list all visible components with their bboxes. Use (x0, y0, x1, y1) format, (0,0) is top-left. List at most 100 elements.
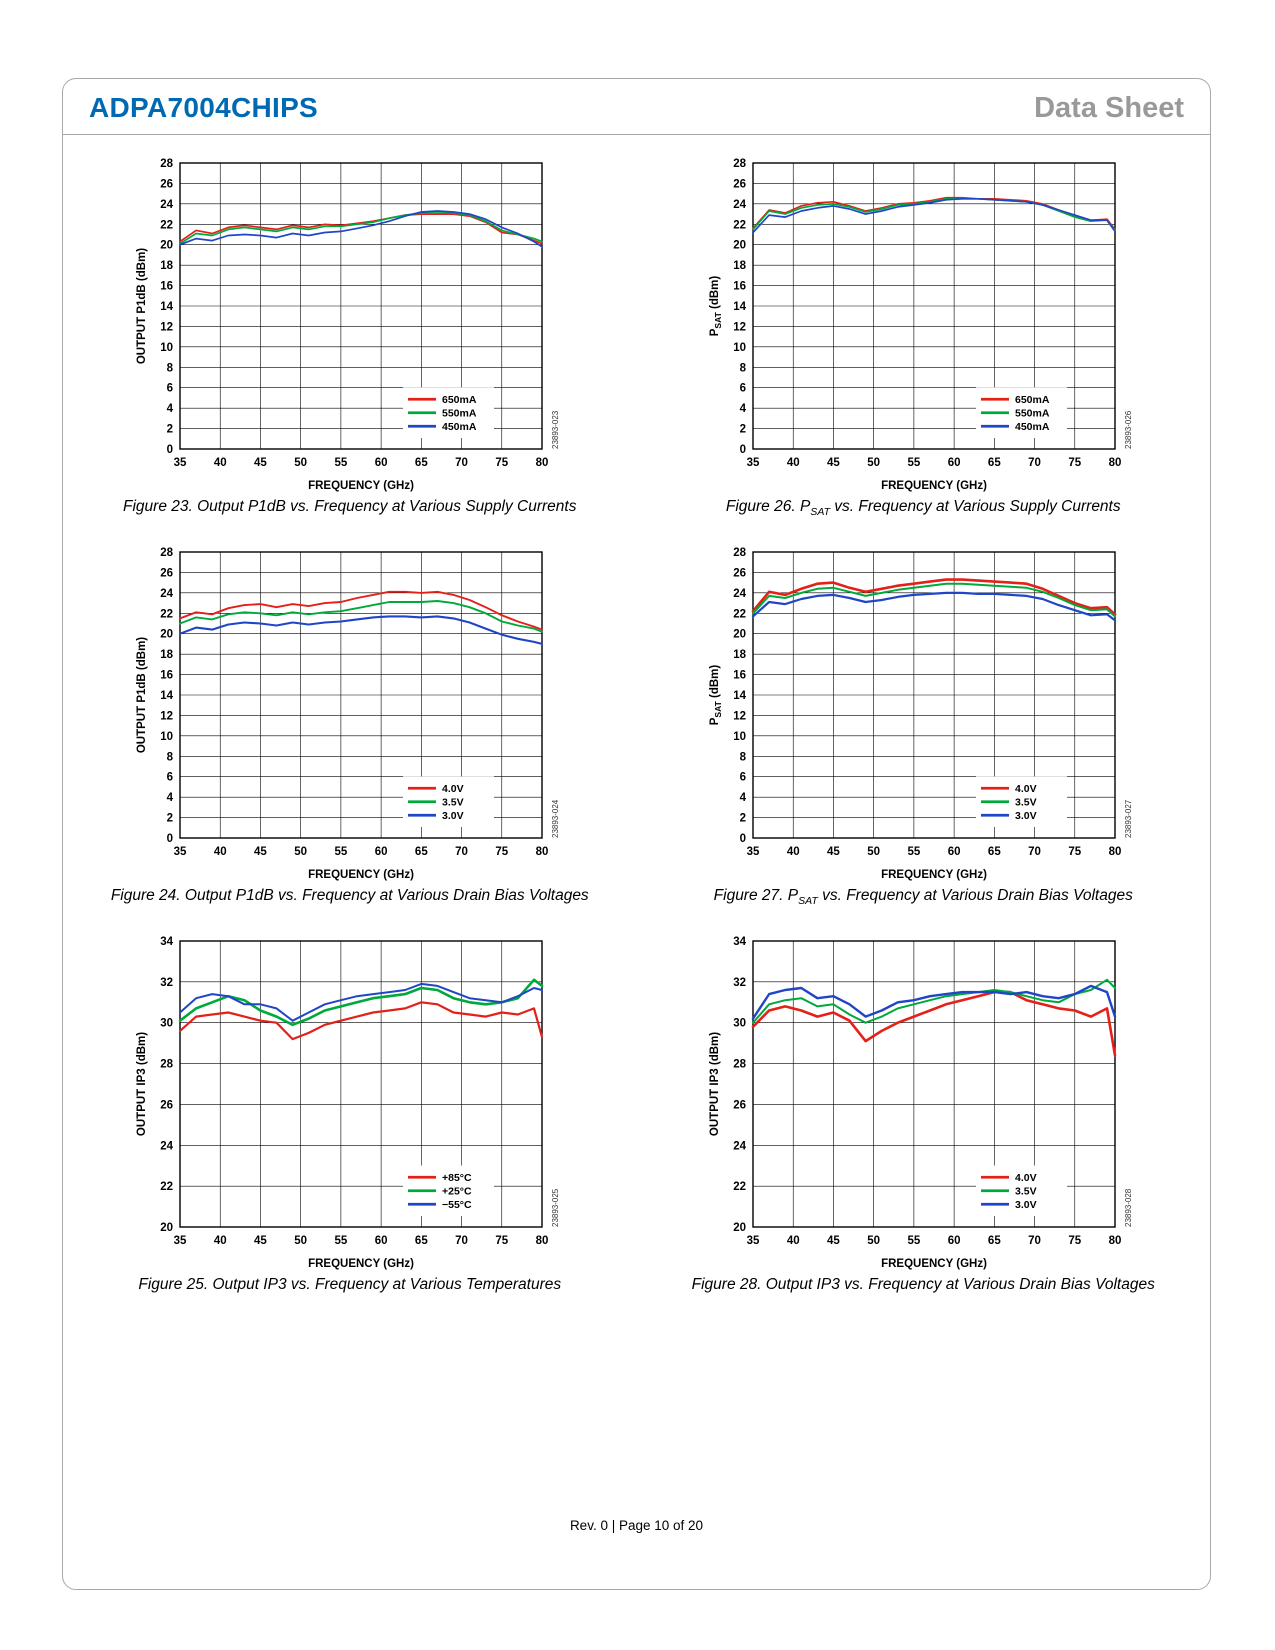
svg-text:8: 8 (740, 751, 747, 763)
svg-text:6: 6 (166, 383, 172, 395)
svg-text:18: 18 (160, 649, 173, 661)
svg-text:70: 70 (455, 846, 468, 858)
svg-text:60: 60 (374, 1235, 387, 1247)
svg-text:16: 16 (160, 281, 173, 293)
svg-text:12: 12 (160, 321, 173, 333)
svg-text:14: 14 (733, 690, 746, 702)
svg-text:26: 26 (733, 568, 746, 580)
svg-text:650mA: 650mA (442, 394, 477, 406)
svg-text:40: 40 (787, 1235, 800, 1247)
svg-text:PSAT (dBm): PSAT (dBm) (709, 665, 723, 726)
svg-text:18: 18 (733, 649, 746, 661)
svg-text:55: 55 (908, 846, 921, 858)
svg-text:50: 50 (294, 846, 307, 858)
svg-text:23893-027: 23893-027 (1124, 799, 1133, 838)
svg-text:80: 80 (1109, 846, 1122, 858)
figure-24-block: 35 40 45 50 55 60 65 70 75 80 0 2 4 6 8 10 12 14 16 18 20 22 2… (111, 540, 589, 907)
chart-ip3-vs-freq-drain-voltages: 35 40 45 50 55 60 65 70 75 80 20 22 24 26 28 30 32 34 FREQ… (703, 929, 1143, 1273)
svg-text:70: 70 (455, 1235, 468, 1247)
chart-ip3-vs-freq-temperatures: 35 40 45 50 55 60 65 70 75 80 20 22 24 26 28 30 32 34 FREQ… (130, 929, 570, 1273)
svg-text:55: 55 (334, 457, 347, 469)
svg-text:70: 70 (1028, 1235, 1041, 1247)
svg-text:22: 22 (733, 1181, 746, 1193)
svg-text:32: 32 (733, 977, 746, 989)
svg-text:14: 14 (160, 690, 173, 702)
svg-text:4: 4 (740, 403, 747, 415)
svg-text:34: 34 (160, 936, 173, 948)
svg-text:12: 12 (733, 711, 746, 723)
svg-text:4: 4 (740, 792, 747, 804)
doc-type-label: Data Sheet (1034, 92, 1184, 124)
svg-text:450mA: 450mA (442, 421, 477, 433)
svg-text:24: 24 (733, 588, 746, 600)
svg-text:8: 8 (166, 751, 173, 763)
svg-text:35: 35 (747, 1235, 760, 1247)
svg-text:8: 8 (740, 362, 747, 374)
svg-text:3.0V: 3.0V (1015, 810, 1037, 822)
svg-text:22: 22 (733, 219, 746, 231)
svg-text:FREQUENCY (GHz): FREQUENCY (GHz) (881, 1258, 987, 1270)
svg-text:10: 10 (733, 731, 746, 743)
svg-text:60: 60 (948, 457, 961, 469)
svg-text:26: 26 (733, 1100, 746, 1112)
svg-text:28: 28 (160, 1059, 173, 1071)
svg-text:23893-028: 23893-028 (1124, 1188, 1133, 1227)
svg-text:35: 35 (173, 457, 186, 469)
svg-text:10: 10 (733, 342, 746, 354)
page-frame: ADPA7004CHIPS Data Sheet 35 40 45 50 55 60 65 7… (62, 78, 1211, 1590)
svg-text:45: 45 (254, 1235, 267, 1247)
part-number: ADPA7004CHIPS (89, 92, 319, 123)
svg-text:FREQUENCY (GHz): FREQUENCY (GHz) (881, 480, 987, 492)
svg-text:26: 26 (160, 1100, 173, 1112)
svg-text:18: 18 (160, 260, 173, 272)
svg-text:0: 0 (740, 833, 746, 845)
chart-psat-vs-freq-drain-voltages: 35 40 45 50 55 60 65 70 75 80 0 2 4 6 8 10 12 14 16 18 20 22 2… (703, 540, 1143, 884)
figure-28-caption: Figure 28. Output IP3 vs. Frequency at V… (691, 1276, 1155, 1294)
svg-text:20: 20 (733, 240, 746, 252)
figure-23-caption: Figure 23. Output P1dB vs. Frequency at … (123, 498, 577, 515)
svg-text:3.5V: 3.5V (1015, 797, 1037, 809)
figure-25-caption: Figure 25. Output IP3 vs. Frequency at V… (138, 1276, 562, 1294)
svg-text:3.0V: 3.0V (442, 810, 464, 822)
figure-24-caption: Figure 24. Output P1dB vs. Frequency at … (110, 887, 589, 905)
svg-text:16: 16 (733, 670, 746, 682)
svg-text:28: 28 (733, 547, 746, 559)
svg-text:6: 6 (740, 383, 746, 395)
svg-text:450mA: 450mA (1015, 421, 1050, 433)
svg-text:4.0V: 4.0V (1015, 783, 1037, 795)
svg-text:45: 45 (827, 846, 840, 858)
svg-text:40: 40 (214, 1235, 227, 1247)
svg-text:0: 0 (166, 833, 172, 845)
svg-text:OUTPUT P1dB (dBm): OUTPUT P1dB (dBm) (136, 248, 148, 364)
svg-text:50: 50 (868, 846, 881, 858)
svg-text:3.0V: 3.0V (1015, 1199, 1037, 1211)
svg-text:50: 50 (868, 1235, 881, 1247)
page-footer: Rev. 0 | Page 10 of 20 (569, 1518, 704, 1533)
svg-text:12: 12 (160, 711, 173, 723)
svg-text:10: 10 (160, 731, 173, 743)
svg-text:+85°C: +85°C (442, 1172, 472, 1184)
svg-text:50: 50 (868, 457, 881, 469)
svg-text:80: 80 (1109, 1235, 1122, 1247)
svg-text:16: 16 (733, 281, 746, 293)
svg-text:28: 28 (733, 158, 746, 170)
svg-text:23893-023: 23893-023 (551, 410, 560, 449)
svg-text:23893-025: 23893-025 (551, 1188, 560, 1227)
svg-text:FREQUENCY (GHz): FREQUENCY (GHz) (308, 869, 414, 881)
chart-psat-vs-freq-supply-currents: 35 40 45 50 55 60 65 70 75 80 0 2 4 6 8 10 12 14 16 18 20 22 2… (703, 151, 1143, 495)
svg-text:FREQUENCY (GHz): FREQUENCY (GHz) (308, 480, 414, 492)
svg-text:550mA: 550mA (442, 408, 477, 420)
svg-text:75: 75 (1069, 1235, 1082, 1247)
svg-text:0: 0 (740, 444, 746, 456)
svg-text:2: 2 (740, 424, 746, 436)
page-header: ADPA7004CHIPS Data Sheet (63, 79, 1210, 135)
svg-text:34: 34 (733, 936, 746, 948)
svg-text:75: 75 (1069, 457, 1082, 469)
svg-text:+25°C: +25°C (442, 1186, 472, 1198)
svg-text:OUTPUT IP3 (dBm): OUTPUT IP3 (dBm) (709, 1032, 721, 1136)
svg-text:75: 75 (495, 1235, 508, 1247)
svg-text:70: 70 (455, 457, 468, 469)
svg-text:60: 60 (374, 846, 387, 858)
svg-text:6: 6 (740, 772, 746, 784)
svg-text:55: 55 (334, 846, 347, 858)
